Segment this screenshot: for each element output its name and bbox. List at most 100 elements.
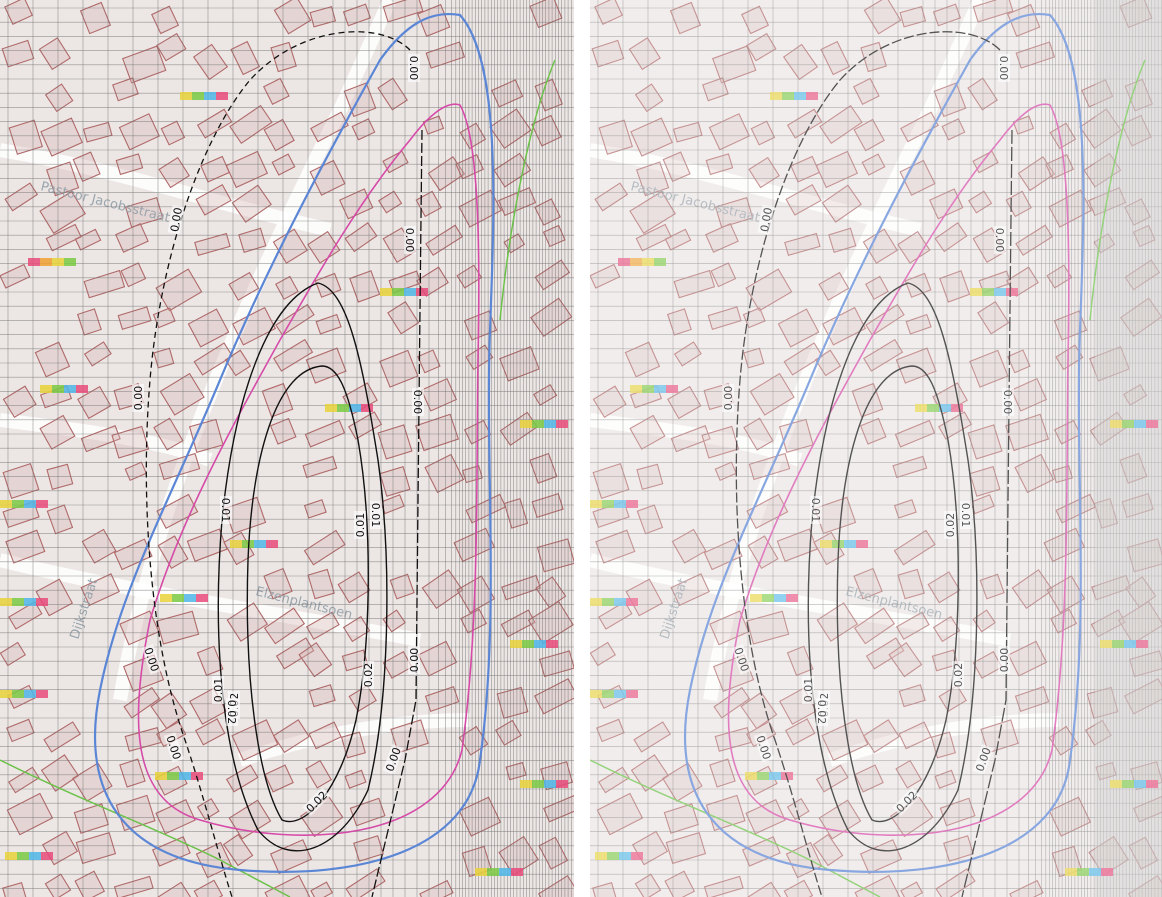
- building: [275, 303, 315, 336]
- receptor-bar: [1146, 420, 1158, 428]
- building: [263, 118, 295, 152]
- building: [746, 610, 790, 645]
- building: [155, 799, 196, 835]
- building: [707, 306, 742, 330]
- contour-line-mid: [217, 282, 388, 852]
- building: [40, 117, 83, 157]
- contour-label-extra-left: 0.01: [802, 678, 815, 703]
- building: [777, 308, 820, 348]
- receptor-bar: [192, 92, 204, 100]
- building: [598, 119, 633, 155]
- building: [377, 424, 413, 460]
- contour-label-right-lower: 0.00: [998, 648, 1011, 673]
- contour-label-inner-bottom: 0.02: [225, 700, 238, 725]
- receptor-bar: [626, 598, 638, 606]
- contour-label-mid-right: 0.01: [959, 503, 972, 528]
- street-path: [0, 413, 213, 467]
- building: [8, 601, 43, 630]
- building-layer: [0, 0, 574, 897]
- building: [307, 230, 341, 264]
- contour-label-mid-left: 0.01: [219, 498, 232, 523]
- receptor-bar: [1089, 868, 1101, 876]
- building: [529, 452, 558, 484]
- panel-gutter: [574, 0, 590, 897]
- building: [634, 83, 664, 113]
- building: [863, 338, 904, 372]
- building: [710, 262, 737, 288]
- building: [79, 1, 112, 35]
- map-panel-left: Pastoor Jacobsstraat Elzenplantsoen Dijkst…: [0, 0, 574, 897]
- receptor-bar: [1110, 420, 1122, 428]
- building: [783, 879, 814, 897]
- building: [598, 601, 633, 630]
- contour-label-right-mid: 0.00: [411, 390, 424, 415]
- building: [1012, 115, 1035, 135]
- building: [530, 297, 573, 338]
- building: [458, 189, 503, 228]
- building: [498, 835, 539, 876]
- receptor-bar: [614, 598, 626, 606]
- contour-label-outer-left-mid: 0.00: [722, 386, 735, 411]
- building: [35, 578, 74, 617]
- contour-label-bg: [892, 787, 921, 816]
- receptor-bar: [416, 288, 428, 296]
- receptor-bar: [1077, 868, 1089, 876]
- building: [303, 499, 327, 519]
- receptor-bar: [626, 690, 638, 698]
- building: [968, 190, 993, 214]
- building: [709, 758, 736, 788]
- contour-label-bg: [998, 646, 1010, 674]
- building: [854, 764, 884, 793]
- building: [625, 578, 664, 617]
- building: [74, 870, 106, 897]
- building: [222, 833, 254, 867]
- building: [196, 645, 224, 677]
- contour-label-bg: [302, 787, 331, 816]
- building: [897, 230, 931, 264]
- receptor-bar: [631, 852, 643, 860]
- building: [120, 262, 147, 288]
- building: [786, 645, 814, 677]
- building: [713, 686, 751, 719]
- building: [665, 831, 707, 865]
- contour-label-bg: [802, 676, 814, 704]
- building: [304, 419, 346, 448]
- building: [72, 151, 101, 183]
- receptor-bar: [40, 385, 52, 393]
- receptor-bar: [254, 540, 266, 548]
- building: [231, 184, 272, 223]
- building: [783, 342, 824, 376]
- receptor-bar: [40, 258, 52, 266]
- building: [308, 721, 342, 750]
- receptor-bar: [774, 594, 786, 602]
- receptor-bar: [618, 258, 630, 266]
- building: [671, 528, 707, 564]
- contour-label-bg: [1002, 388, 1014, 416]
- building: [592, 881, 620, 897]
- building: [670, 573, 710, 607]
- building: [344, 222, 378, 253]
- building: [705, 223, 739, 253]
- street-name-left: Dijkstraat: [658, 577, 692, 642]
- building: [348, 411, 383, 440]
- building: [379, 466, 411, 497]
- receptor-bar: [487, 868, 499, 876]
- building: [186, 528, 228, 562]
- building: [262, 77, 290, 106]
- building: [1009, 879, 1044, 897]
- receptor-bar: [1122, 420, 1134, 428]
- building: [82, 121, 113, 143]
- receptor-bar: [820, 540, 832, 548]
- building: [749, 372, 795, 416]
- contour-label-bg: [212, 676, 224, 704]
- street-path: [113, 0, 397, 702]
- receptor-bar: [325, 404, 337, 412]
- street-path: [703, 0, 987, 702]
- building: [156, 610, 200, 645]
- receptor-bar: [404, 288, 416, 296]
- building: [745, 268, 793, 312]
- building: [501, 574, 542, 601]
- building: [494, 719, 522, 746]
- building: [270, 41, 297, 73]
- building: [378, 190, 403, 214]
